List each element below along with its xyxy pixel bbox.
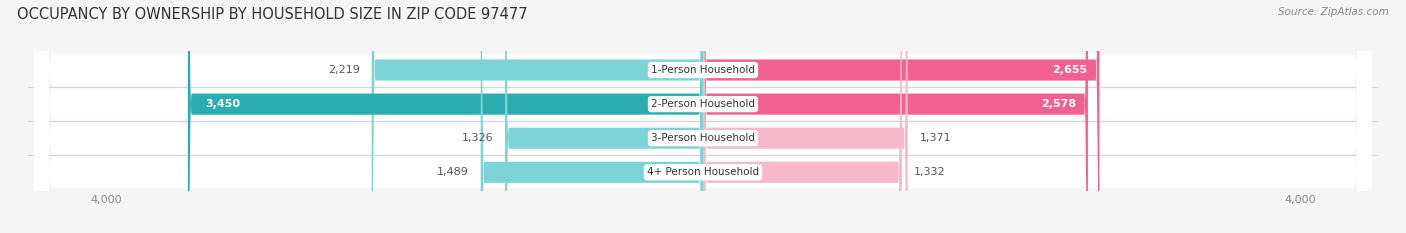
FancyBboxPatch shape xyxy=(188,0,703,233)
FancyBboxPatch shape xyxy=(703,0,901,233)
Text: Source: ZipAtlas.com: Source: ZipAtlas.com xyxy=(1278,7,1389,17)
FancyBboxPatch shape xyxy=(371,0,703,233)
FancyBboxPatch shape xyxy=(703,0,1099,233)
Text: 2,219: 2,219 xyxy=(328,65,360,75)
FancyBboxPatch shape xyxy=(481,0,703,233)
Text: 1-Person Household: 1-Person Household xyxy=(651,65,755,75)
Text: 4+ Person Household: 4+ Person Household xyxy=(647,167,759,177)
Text: 1,371: 1,371 xyxy=(920,133,952,143)
FancyBboxPatch shape xyxy=(34,0,1372,233)
FancyBboxPatch shape xyxy=(34,0,1372,233)
Text: 1,332: 1,332 xyxy=(914,167,945,177)
Text: 2,655: 2,655 xyxy=(1052,65,1087,75)
FancyBboxPatch shape xyxy=(505,0,703,233)
Text: 2,578: 2,578 xyxy=(1040,99,1076,109)
FancyBboxPatch shape xyxy=(703,0,1088,233)
Text: 2-Person Household: 2-Person Household xyxy=(651,99,755,109)
Text: OCCUPANCY BY OWNERSHIP BY HOUSEHOLD SIZE IN ZIP CODE 97477: OCCUPANCY BY OWNERSHIP BY HOUSEHOLD SIZE… xyxy=(17,7,527,22)
FancyBboxPatch shape xyxy=(703,0,908,233)
FancyBboxPatch shape xyxy=(34,0,1372,233)
Text: 1,489: 1,489 xyxy=(437,167,468,177)
Text: 1,326: 1,326 xyxy=(461,133,494,143)
Text: 3-Person Household: 3-Person Household xyxy=(651,133,755,143)
FancyBboxPatch shape xyxy=(34,0,1372,233)
Text: 3,450: 3,450 xyxy=(205,99,240,109)
